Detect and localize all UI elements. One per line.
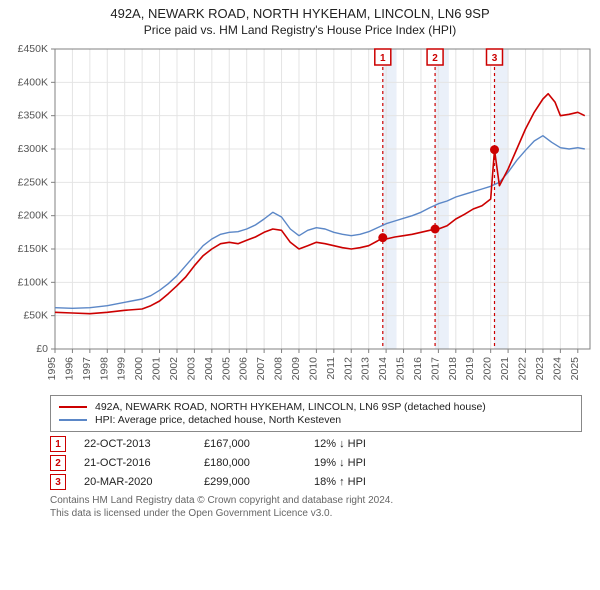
transaction-price: £180,000 bbox=[204, 457, 314, 469]
legend: 492A, NEWARK ROAD, NORTH HYKEHAM, LINCOL… bbox=[50, 395, 582, 432]
table-row: 2 21-OCT-2016 £180,000 19% ↓ HPI bbox=[50, 455, 582, 471]
svg-text:3: 3 bbox=[492, 53, 498, 64]
transaction-price: £167,000 bbox=[204, 438, 314, 450]
svg-text:2004: 2004 bbox=[203, 357, 215, 381]
svg-text:£150K: £150K bbox=[18, 243, 48, 255]
svg-text:2014: 2014 bbox=[377, 357, 389, 381]
title-subtitle: Price paid vs. HM Land Registry's House … bbox=[8, 23, 592, 37]
svg-text:£200K: £200K bbox=[18, 210, 48, 222]
legend-label: 492A, NEWARK ROAD, NORTH HYKEHAM, LINCOL… bbox=[95, 401, 486, 413]
svg-text:1: 1 bbox=[380, 53, 386, 64]
svg-text:1997: 1997 bbox=[81, 357, 93, 381]
legend-label: HPI: Average price, detached house, Nort… bbox=[95, 414, 341, 426]
transaction-diff: 19% ↓ HPI bbox=[314, 457, 424, 469]
titles: 492A, NEWARK ROAD, NORTH HYKEHAM, LINCOL… bbox=[0, 0, 600, 39]
svg-text:£100K: £100K bbox=[18, 276, 48, 288]
transactions-table: 1 22-OCT-2013 £167,000 12% ↓ HPI 2 21-OC… bbox=[50, 436, 582, 490]
svg-text:2002: 2002 bbox=[168, 357, 180, 381]
svg-text:2018: 2018 bbox=[447, 357, 459, 381]
legend-swatch bbox=[59, 419, 87, 421]
svg-text:2011: 2011 bbox=[325, 357, 337, 380]
svg-text:2003: 2003 bbox=[185, 357, 197, 381]
svg-text:1998: 1998 bbox=[98, 357, 110, 381]
svg-text:£450K: £450K bbox=[18, 43, 48, 55]
svg-text:2: 2 bbox=[432, 53, 438, 64]
svg-text:2001: 2001 bbox=[151, 357, 163, 381]
footnote-line: This data is licensed under the Open Gov… bbox=[50, 507, 582, 520]
footnote: Contains HM Land Registry data © Crown c… bbox=[50, 494, 582, 520]
legend-item: 492A, NEWARK ROAD, NORTH HYKEHAM, LINCOL… bbox=[59, 401, 573, 413]
table-row: 1 22-OCT-2013 £167,000 12% ↓ HPI bbox=[50, 436, 582, 452]
svg-text:2006: 2006 bbox=[238, 357, 250, 381]
table-row: 3 20-MAR-2020 £299,000 18% ↑ HPI bbox=[50, 474, 582, 490]
transaction-date: 20-MAR-2020 bbox=[84, 476, 204, 488]
svg-text:2019: 2019 bbox=[464, 357, 476, 381]
svg-text:2025: 2025 bbox=[569, 357, 581, 381]
footnote-line: Contains HM Land Registry data © Crown c… bbox=[50, 494, 582, 507]
svg-text:£350K: £350K bbox=[18, 110, 48, 122]
svg-text:2005: 2005 bbox=[220, 357, 232, 381]
svg-text:2010: 2010 bbox=[307, 357, 319, 381]
svg-text:£0: £0 bbox=[36, 343, 48, 355]
svg-text:£300K: £300K bbox=[18, 143, 48, 155]
svg-text:2009: 2009 bbox=[290, 357, 302, 381]
svg-text:2008: 2008 bbox=[273, 357, 285, 381]
transaction-diff: 18% ↑ HPI bbox=[314, 476, 424, 488]
svg-text:£400K: £400K bbox=[18, 76, 48, 88]
svg-text:2007: 2007 bbox=[255, 357, 267, 381]
svg-text:2017: 2017 bbox=[429, 357, 441, 381]
transaction-badge: 3 bbox=[50, 474, 66, 490]
transaction-price: £299,000 bbox=[204, 476, 314, 488]
transaction-badge: 2 bbox=[50, 455, 66, 471]
svg-text:2013: 2013 bbox=[360, 357, 372, 381]
svg-text:2015: 2015 bbox=[395, 357, 407, 381]
legend-item: HPI: Average price, detached house, Nort… bbox=[59, 414, 573, 426]
svg-text:1995: 1995 bbox=[46, 357, 58, 381]
title-address: 492A, NEWARK ROAD, NORTH HYKEHAM, LINCOL… bbox=[8, 6, 592, 21]
chart-area: £0 £50K £100K £150K £200K £250K £300K £350K £400… bbox=[0, 39, 600, 389]
svg-text:£250K: £250K bbox=[18, 176, 48, 188]
transaction-diff: 12% ↓ HPI bbox=[314, 438, 424, 450]
transaction-date: 22-OCT-2013 bbox=[84, 438, 204, 450]
transaction-date: 21-OCT-2016 bbox=[84, 457, 204, 469]
svg-text:£50K: £50K bbox=[23, 310, 48, 322]
svg-text:1996: 1996 bbox=[63, 357, 75, 381]
line-chart: £0 £50K £100K £150K £200K £250K £300K £350K £400… bbox=[0, 39, 600, 389]
transaction-badge: 1 bbox=[50, 436, 66, 452]
svg-text:2012: 2012 bbox=[342, 357, 354, 381]
chart-container: 492A, NEWARK ROAD, NORTH HYKEHAM, LINCOL… bbox=[0, 0, 600, 520]
svg-text:2020: 2020 bbox=[482, 357, 494, 381]
svg-text:2000: 2000 bbox=[133, 357, 145, 381]
svg-text:2023: 2023 bbox=[534, 357, 546, 381]
svg-text:2024: 2024 bbox=[551, 357, 563, 381]
svg-text:2022: 2022 bbox=[517, 357, 529, 381]
svg-text:1999: 1999 bbox=[116, 357, 128, 381]
legend-swatch bbox=[59, 406, 87, 408]
svg-text:2021: 2021 bbox=[499, 357, 511, 381]
svg-text:2016: 2016 bbox=[412, 357, 424, 381]
